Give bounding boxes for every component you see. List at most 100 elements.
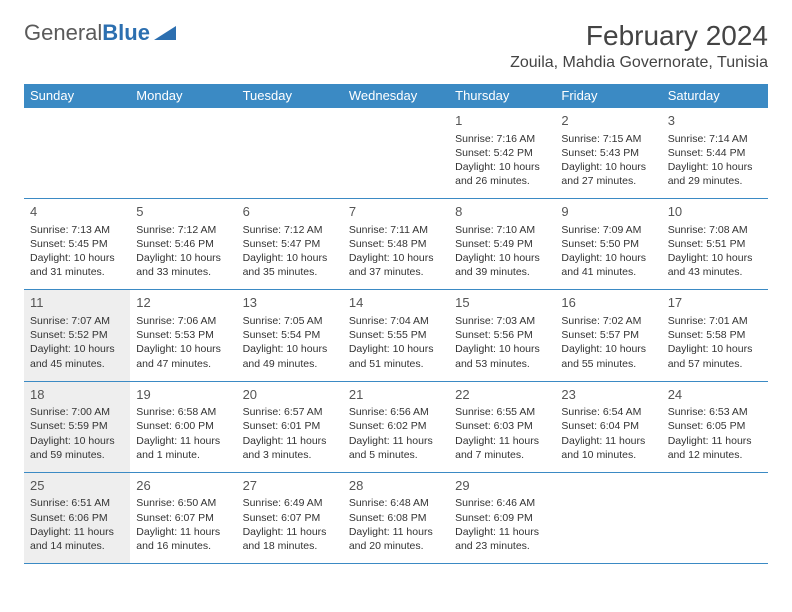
sunrise-text: Sunrise: 7:05 AM bbox=[243, 314, 337, 328]
day-number: 22 bbox=[455, 386, 549, 404]
calendar-day-cell: 24Sunrise: 6:53 AMSunset: 6:05 PMDayligh… bbox=[662, 381, 768, 472]
daylight-text: Daylight: 10 hours and 31 minutes. bbox=[30, 251, 124, 279]
sunset-text: Sunset: 5:47 PM bbox=[243, 237, 337, 251]
calendar-day-cell: 15Sunrise: 7:03 AMSunset: 5:56 PMDayligh… bbox=[449, 290, 555, 381]
calendar-day-cell bbox=[130, 108, 236, 199]
day-number: 12 bbox=[136, 294, 230, 312]
calendar-day-cell: 8Sunrise: 7:10 AMSunset: 5:49 PMDaylight… bbox=[449, 199, 555, 290]
location: Zouila, Mahdia Governorate, Tunisia bbox=[510, 54, 768, 72]
sunset-text: Sunset: 5:53 PM bbox=[136, 328, 230, 342]
sunset-text: Sunset: 5:55 PM bbox=[349, 328, 443, 342]
daylight-text: Daylight: 10 hours and 51 minutes. bbox=[349, 342, 443, 370]
day-number: 17 bbox=[668, 294, 762, 312]
calendar-table: Sunday Monday Tuesday Wednesday Thursday… bbox=[24, 84, 768, 564]
calendar-day-cell: 1Sunrise: 7:16 AMSunset: 5:42 PMDaylight… bbox=[449, 108, 555, 199]
daylight-text: Daylight: 11 hours and 5 minutes. bbox=[349, 434, 443, 462]
day-number: 29 bbox=[455, 477, 549, 495]
sunset-text: Sunset: 5:42 PM bbox=[455, 146, 549, 160]
day-number: 28 bbox=[349, 477, 443, 495]
sunrise-text: Sunrise: 7:10 AM bbox=[455, 223, 549, 237]
sunrise-text: Sunrise: 7:07 AM bbox=[30, 314, 124, 328]
day-number: 13 bbox=[243, 294, 337, 312]
sunset-text: Sunset: 5:56 PM bbox=[455, 328, 549, 342]
day-number: 14 bbox=[349, 294, 443, 312]
sunset-text: Sunset: 5:58 PM bbox=[668, 328, 762, 342]
day-number: 15 bbox=[455, 294, 549, 312]
sunset-text: Sunset: 5:59 PM bbox=[30, 419, 124, 433]
calendar-day-cell: 12 Sunrise: 7:06 AMSunset: 5:53 PMDayligh… bbox=[130, 290, 236, 381]
daylight-text: Daylight: 10 hours and 35 minutes. bbox=[243, 251, 337, 279]
sunset-text: Sunset: 6:03 PM bbox=[455, 419, 549, 433]
calendar-day-cell: 2Sunrise: 7:15 AMSunset: 5:43 PMDaylight… bbox=[555, 108, 661, 199]
sunrise-text: Sunrise: 6:51 AM bbox=[30, 496, 124, 510]
daylight-text: Daylight: 11 hours and 7 minutes. bbox=[455, 434, 549, 462]
calendar-header-row: Sunday Monday Tuesday Wednesday Thursday… bbox=[24, 84, 768, 108]
calendar-day-cell: 10Sunrise: 7:08 AMSunset: 5:51 PMDayligh… bbox=[662, 199, 768, 290]
daylight-text: Daylight: 10 hours and 41 minutes. bbox=[561, 251, 655, 279]
daylight-text: Daylight: 10 hours and 27 minutes. bbox=[561, 160, 655, 188]
sunset-text: Sunset: 6:06 PM bbox=[30, 511, 124, 525]
calendar-day-cell: 3Sunrise: 7:14 AMSunset: 5:44 PMDaylight… bbox=[662, 108, 768, 199]
calendar-day-cell: 17Sunrise: 7:01 AMSunset: 5:58 PMDayligh… bbox=[662, 290, 768, 381]
calendar-day-cell: 29Sunrise: 6:46 AMSunset: 6:09 PMDayligh… bbox=[449, 472, 555, 563]
day-header: Sunday bbox=[24, 84, 130, 108]
sunrise-text: Sunrise: 7:04 AM bbox=[349, 314, 443, 328]
day-header: Tuesday bbox=[237, 84, 343, 108]
sunset-text: Sunset: 6:09 PM bbox=[455, 511, 549, 525]
calendar-body: 1Sunrise: 7:16 AMSunset: 5:42 PMDaylight… bbox=[24, 108, 768, 564]
daylight-text: Daylight: 11 hours and 14 minutes. bbox=[30, 525, 124, 553]
daylight-text: Daylight: 10 hours and 55 minutes. bbox=[561, 342, 655, 370]
calendar-day-cell: 7Sunrise: 7:11 AMSunset: 5:48 PMDaylight… bbox=[343, 199, 449, 290]
sunset-text: Sunset: 5:46 PM bbox=[136, 237, 230, 251]
sunrise-text: Sunrise: 7:06 AM bbox=[136, 314, 230, 328]
sunrise-text: Sunrise: 6:46 AM bbox=[455, 496, 549, 510]
logo-triangle-icon bbox=[154, 20, 176, 46]
sunset-text: Sunset: 5:54 PM bbox=[243, 328, 337, 342]
calendar-day-cell bbox=[24, 108, 130, 199]
sunset-text: Sunset: 5:57 PM bbox=[561, 328, 655, 342]
day-number: 26 bbox=[136, 477, 230, 495]
calendar-day-cell bbox=[343, 108, 449, 199]
daylight-text: Daylight: 10 hours and 37 minutes. bbox=[349, 251, 443, 279]
sunset-text: Sunset: 5:51 PM bbox=[668, 237, 762, 251]
daylight-text: Daylight: 10 hours and 47 minutes. bbox=[136, 342, 230, 370]
day-number: 6 bbox=[243, 203, 337, 221]
day-header: Thursday bbox=[449, 84, 555, 108]
day-number: 16 bbox=[561, 294, 655, 312]
sunset-text: Sunset: 6:02 PM bbox=[349, 419, 443, 433]
sunrise-text: Sunrise: 7:00 AM bbox=[30, 405, 124, 419]
calendar-day-cell: 13 Sunrise: 7:05 AMSunset: 5:54 PMDayligh… bbox=[237, 290, 343, 381]
sunrise-text: Sunrise: 6:58 AM bbox=[136, 405, 230, 419]
calendar-day-cell: 28Sunrise: 6:48 AMSunset: 6:08 PMDayligh… bbox=[343, 472, 449, 563]
day-number: 7 bbox=[349, 203, 443, 221]
day-number: 11 bbox=[30, 294, 124, 312]
sunrise-text: Sunrise: 6:49 AM bbox=[243, 496, 337, 510]
calendar-day-cell: 18Sunrise: 7:00 AMSunset: 5:59 PMDayligh… bbox=[24, 381, 130, 472]
daylight-text: Daylight: 10 hours and 45 minutes. bbox=[30, 342, 124, 370]
calendar-day-cell: 11Sunrise: 7:07 AMSunset: 5:52 PMDayligh… bbox=[24, 290, 130, 381]
calendar-week-row: 25Sunrise: 6:51 AMSunset: 6:06 PMDayligh… bbox=[24, 472, 768, 563]
day-number: 10 bbox=[668, 203, 762, 221]
header: GeneralBlue February 2024 Zouila, Mahdia… bbox=[24, 20, 768, 72]
calendar-week-row: 18Sunrise: 7:00 AMSunset: 5:59 PMDayligh… bbox=[24, 381, 768, 472]
calendar-day-cell bbox=[555, 472, 661, 563]
title-block: February 2024 Zouila, Mahdia Governorate… bbox=[510, 20, 768, 72]
daylight-text: Daylight: 11 hours and 1 minute. bbox=[136, 434, 230, 462]
daylight-text: Daylight: 11 hours and 12 minutes. bbox=[668, 434, 762, 462]
day-header: Monday bbox=[130, 84, 236, 108]
calendar-day-cell: 21Sunrise: 6:56 AMSunset: 6:02 PMDayligh… bbox=[343, 381, 449, 472]
sunrise-text: Sunrise: 6:50 AM bbox=[136, 496, 230, 510]
daylight-text: Daylight: 11 hours and 20 minutes. bbox=[349, 525, 443, 553]
sunrise-text: Sunrise: 7:13 AM bbox=[30, 223, 124, 237]
calendar-day-cell: 23Sunrise: 6:54 AMSunset: 6:04 PMDayligh… bbox=[555, 381, 661, 472]
sunrise-text: Sunrise: 6:56 AM bbox=[349, 405, 443, 419]
logo-text-2: Blue bbox=[102, 20, 150, 46]
sunset-text: Sunset: 6:08 PM bbox=[349, 511, 443, 525]
calendar-day-cell: 19Sunrise: 6:58 AMSunset: 6:00 PMDayligh… bbox=[130, 381, 236, 472]
daylight-text: Daylight: 10 hours and 49 minutes. bbox=[243, 342, 337, 370]
daylight-text: Daylight: 10 hours and 59 minutes. bbox=[30, 434, 124, 462]
sunrise-text: Sunrise: 7:12 AM bbox=[136, 223, 230, 237]
sunrise-text: Sunrise: 7:16 AM bbox=[455, 132, 549, 146]
day-number: 20 bbox=[243, 386, 337, 404]
calendar-week-row: 11Sunrise: 7:07 AMSunset: 5:52 PMDayligh… bbox=[24, 290, 768, 381]
